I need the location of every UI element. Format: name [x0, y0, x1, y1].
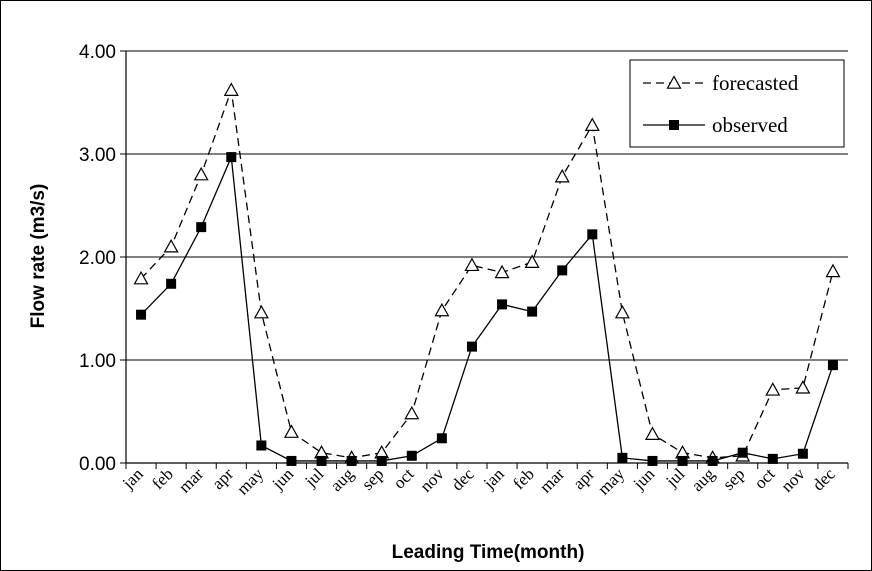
observed-point: [256, 440, 267, 451]
observed-point: [677, 455, 688, 466]
x-tick-label: dec: [448, 464, 478, 494]
forecasted-point: [795, 380, 811, 394]
forecasted-point: [223, 82, 239, 96]
legend-label: forecasted: [712, 71, 799, 95]
x-tick-label: jan: [118, 464, 147, 493]
x-tick-label: nov: [777, 464, 809, 496]
y-tick-label: 3.00: [79, 145, 116, 166]
forecasted-point: [554, 168, 570, 183]
forecasted-point: [253, 304, 269, 319]
x-tick-label: jul: [301, 464, 328, 491]
forecasted-point: [163, 238, 179, 253]
observed-point: [797, 448, 808, 459]
x-tick-label: oct: [750, 464, 778, 492]
x-tick-label: aug: [688, 464, 719, 495]
x-axis-title: Leading Time(month): [392, 542, 585, 563]
legend-square-icon: [669, 120, 679, 130]
observed-point: [497, 299, 508, 310]
x-tick-label: feb: [148, 464, 177, 493]
forecasted-point: [644, 426, 660, 440]
axes: [120, 50, 849, 469]
forecasted-point: [133, 270, 149, 285]
observed-point: [767, 453, 778, 464]
forecasted-series: [133, 82, 841, 464]
x-tick-label: jun: [629, 464, 659, 494]
legend-item-forecasted: forecasted: [643, 71, 799, 95]
observed-point: [376, 455, 387, 466]
forecasted-point: [464, 257, 480, 272]
legend-label: observed: [712, 113, 788, 137]
observed-point: [166, 278, 177, 289]
legend-triangle-icon: [666, 75, 682, 89]
x-tick-label: oct: [389, 464, 417, 492]
observed-point: [737, 447, 748, 458]
observed-point: [707, 455, 718, 466]
observed-point: [527, 306, 538, 317]
forecasted-point: [404, 405, 420, 420]
y-tick-label: 0.00: [79, 454, 116, 475]
x-tick-label: jan: [479, 464, 508, 493]
observed-series: [136, 152, 838, 466]
observed-point: [587, 229, 598, 240]
observed-point: [346, 455, 357, 466]
observed-point: [436, 433, 447, 444]
forecasted-point: [765, 382, 781, 396]
observed-point: [316, 455, 327, 466]
x-tick-label: aug: [327, 464, 358, 495]
x-tick-label: jun: [268, 464, 298, 494]
y-tick-label: 1.00: [79, 351, 116, 372]
x-tick-label: may: [233, 464, 267, 498]
observed-point: [827, 360, 838, 371]
forecasted-point: [434, 302, 450, 317]
observed-line: [140, 154, 834, 462]
legend-box: [629, 59, 845, 148]
x-tick-label: sep: [719, 464, 748, 493]
x-tick-label: mar: [175, 464, 207, 496]
legend-item-observed: observed: [643, 113, 788, 137]
forecasted-point: [825, 263, 841, 278]
observed-point: [136, 309, 147, 320]
x-tick-label: dec: [809, 464, 839, 494]
forecasted-point: [193, 166, 209, 181]
x-tick-label: nov: [416, 464, 448, 496]
observed-point: [617, 452, 628, 463]
observed-point: [226, 152, 237, 163]
x-tick-label: apr: [569, 464, 598, 493]
x-tick-label: feb: [509, 464, 538, 493]
x-tick-label: sep: [358, 464, 387, 493]
y-tick-labels: 0.00 1.00 2.00 3.00 4.00: [79, 42, 116, 475]
gridlines: [126, 50, 848, 361]
forecasted-point: [614, 304, 630, 319]
x-tick-label: apr: [208, 464, 237, 493]
observed-point: [466, 341, 477, 352]
x-tick-label: may: [594, 464, 628, 498]
forecasted-point: [494, 264, 510, 279]
observed-point: [647, 455, 658, 466]
observed-point: [196, 222, 207, 233]
legend: forecasted observed: [629, 59, 845, 148]
x-tick-label: mar: [536, 464, 568, 496]
series-layer: [133, 82, 841, 466]
observed-point: [557, 265, 568, 276]
forecasted-point: [283, 424, 299, 438]
forecasted-point: [584, 117, 600, 131]
forecasted-point: [524, 254, 540, 268]
observed-point: [406, 450, 417, 461]
observed-point: [286, 455, 297, 466]
x-tick-label: jul: [662, 464, 689, 491]
y-axis-title: Flow rate (m3/s): [28, 184, 49, 329]
y-tick-label: 2.00: [79, 248, 116, 269]
y-tick-label: 4.00: [79, 42, 116, 63]
